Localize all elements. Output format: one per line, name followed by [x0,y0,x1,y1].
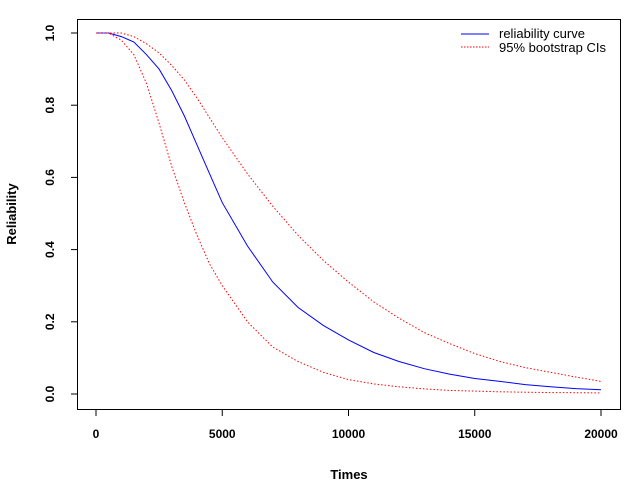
y-tick-label: 0.2 [43,313,57,330]
legend-label-ci: 95% bootstrap CIs [499,40,606,55]
y-tick-label: 0.6 [43,169,57,186]
y-axis: 0.0 0.2 0.4 0.6 0.8 1.0 [43,24,78,402]
x-tick-label: 20000 [584,427,618,441]
x-tick-label: 5000 [209,427,236,441]
x-axis: 0 5000 10000 15000 20000 [93,409,618,441]
series-lines [96,32,602,394]
series-line-2 [96,32,602,394]
x-tick-label: 10000 [332,427,366,441]
y-tick-label: 1.0 [43,24,57,41]
legend-label-reliability: reliability curve [499,26,585,41]
x-tick-label: 15000 [458,427,492,441]
x-tick-label: 0 [93,427,100,441]
series-line-1 [96,32,602,382]
y-tick-label: 0.4 [43,241,57,258]
y-axis-label: Reliability [4,183,19,245]
plot-frame [77,19,621,410]
y-tick-label: 0.0 [43,385,57,402]
y-tick-label: 0.8 [43,97,57,114]
series-line-0 [96,32,602,391]
x-axis-label: Times [330,467,367,482]
legend: reliability curve 95% bootstrap CIs [461,26,606,55]
